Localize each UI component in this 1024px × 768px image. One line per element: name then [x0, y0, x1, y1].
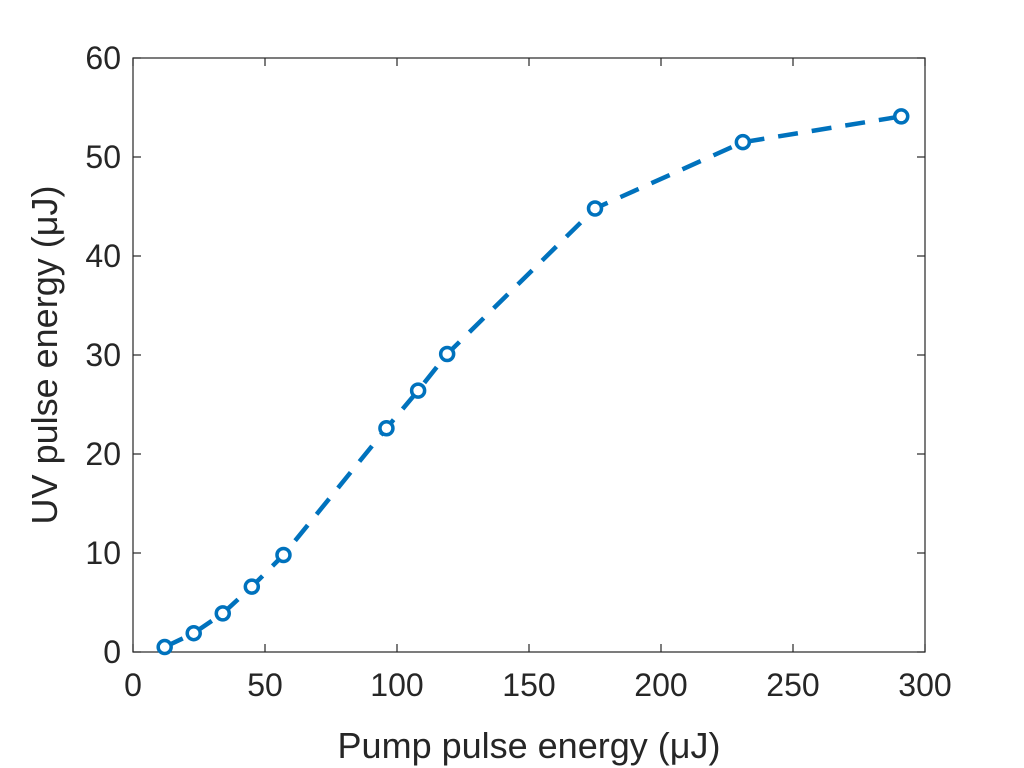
y-tick-label: 50 [85, 139, 121, 175]
data-point [409, 382, 427, 399]
data-point [734, 133, 752, 151]
y-tick-label: 30 [85, 337, 121, 373]
x-axis: 0 50 100 150 200 250 300 [124, 58, 952, 703]
y-axis-title: UV pulse energy (μJ) [24, 186, 65, 525]
x-tick-label: 50 [247, 667, 283, 703]
plot-area: 0 50 100 150 200 250 300 0 10 20 30 40 50 60 [85, 40, 951, 703]
data-point [438, 345, 456, 363]
data-point [586, 200, 604, 217]
data-point [243, 578, 261, 595]
axes-box [132, 57, 926, 653]
data-point [185, 624, 202, 642]
x-axis-title: Pump pulse energy (μJ) [338, 725, 721, 766]
data-point [892, 108, 910, 125]
data-point [214, 605, 232, 622]
y-tick-label: 40 [85, 238, 121, 274]
x-tick-label: 300 [898, 667, 951, 703]
y-tick-label: 60 [85, 40, 121, 76]
data-point [378, 420, 395, 437]
x-tick-label: 200 [634, 667, 687, 703]
x-tick-label: 250 [766, 667, 819, 703]
series-layer [156, 108, 910, 656]
y-tick-label: 0 [103, 634, 121, 670]
y-tick-label: 20 [85, 436, 121, 472]
y-axis: 0 10 20 30 40 50 60 [85, 40, 925, 670]
y-tick-label: 10 [85, 535, 121, 571]
x-tick-label: 0 [124, 667, 142, 703]
data-point [156, 638, 173, 656]
x-tick-label: 100 [370, 667, 423, 703]
x-tick-label: 150 [502, 667, 555, 703]
data-point [275, 546, 292, 564]
